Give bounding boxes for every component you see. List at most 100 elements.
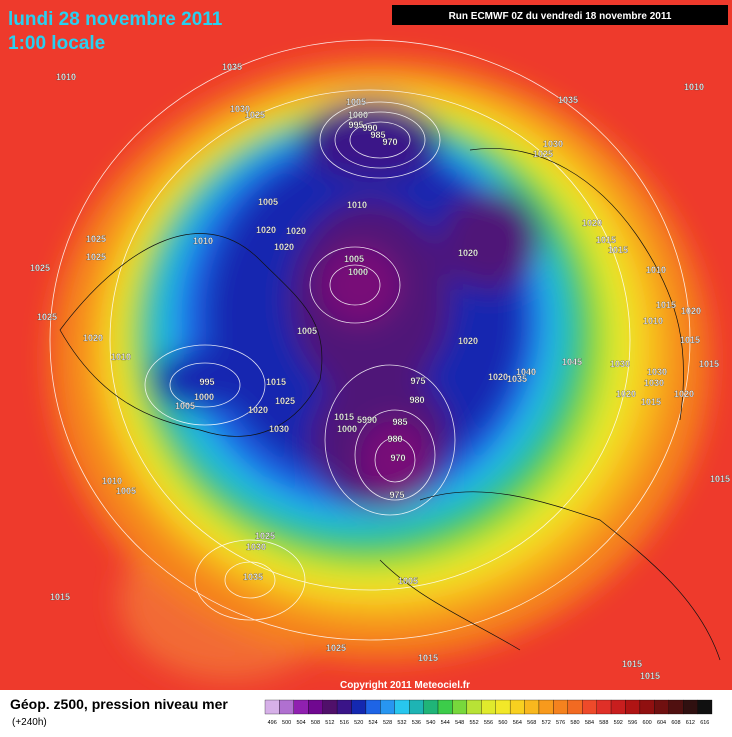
- legend-swatch: [279, 699, 294, 715]
- legend-swatch: [553, 699, 568, 715]
- pressure-label: 1025: [86, 252, 106, 262]
- pressure-label: 1015: [710, 474, 730, 484]
- legend-level: 560: [498, 720, 507, 726]
- pressure-label: 1015: [596, 235, 616, 245]
- run-banner: [392, 5, 728, 25]
- legend-level: 508: [311, 720, 320, 726]
- geopotential-field: [50, 60, 710, 680]
- legend-level: 572: [542, 720, 551, 726]
- legend-swatch: [654, 699, 669, 715]
- pressure-label: 1010: [56, 72, 76, 82]
- pressure-label: 1015: [699, 359, 719, 369]
- legend-swatch: [466, 699, 482, 715]
- pressure-label: 1005: [297, 326, 317, 336]
- legend: 496 500 504 508 512 516 520 524 528 532 536 540 544 5…: [264, 699, 713, 726]
- pressure-label: 1000: [348, 110, 368, 120]
- pressure-label: 1020: [458, 336, 478, 346]
- pressure-label: 1035: [558, 95, 578, 105]
- pressure-label: 1035: [243, 572, 263, 582]
- legend-level: 612: [686, 720, 695, 726]
- legend-swatch: [437, 699, 453, 715]
- pressure-label: 985: [370, 130, 385, 140]
- pressure-label: 1020: [83, 333, 103, 343]
- legend-level: 496: [268, 720, 277, 726]
- legend-swatch: [264, 699, 280, 715]
- legend-level: 604: [657, 720, 666, 726]
- legend-swatch: [293, 699, 309, 715]
- pressure-label: 970: [390, 453, 405, 463]
- pressure-label: 1010: [684, 82, 704, 92]
- pressure-label: 1000: [348, 267, 368, 277]
- legend-level: 500: [282, 720, 291, 726]
- pressure-label: 1015: [334, 412, 354, 422]
- pressure-label: 975: [389, 490, 404, 500]
- legend-level: 576: [556, 720, 565, 726]
- legend-level: 520: [354, 720, 363, 726]
- pressure-label: 1030: [610, 359, 630, 369]
- legend-level: 596: [628, 720, 637, 726]
- pressure-label: 1005: [346, 97, 366, 107]
- legend-swatch: [639, 699, 655, 715]
- pressure-label: 1015: [641, 397, 661, 407]
- pressure-label: 1005: [175, 401, 195, 411]
- pressure-label: 1020: [458, 248, 478, 258]
- pressure-label: 1010: [102, 476, 122, 486]
- pressure-label: 1010: [193, 236, 213, 246]
- legend-swatch: [336, 699, 352, 715]
- pressure-label: 985: [392, 417, 407, 427]
- pressure-label: 1045: [562, 357, 582, 367]
- legend-swatch: [596, 699, 612, 715]
- pressure-label: 1030: [246, 542, 266, 552]
- legend-swatch: [697, 699, 713, 715]
- legend-level: 552: [469, 720, 478, 726]
- legend-level: 512: [325, 720, 334, 726]
- legend-swatch: [365, 699, 381, 715]
- legend-swatch: [308, 699, 323, 715]
- pressure-label: 1020: [248, 405, 268, 415]
- pressure-label: 1025: [37, 312, 57, 322]
- pressure-label: 990: [362, 123, 377, 133]
- legend-level: 588: [599, 720, 608, 726]
- run-info: Run ECMWF 0Z du vendredi 18 novembre 201…: [449, 11, 672, 22]
- legend-swatch: [610, 699, 626, 715]
- legend-level: 580: [570, 720, 579, 726]
- pressure-label: 1025: [245, 110, 265, 120]
- legend-level: 556: [484, 720, 493, 726]
- pressure-label: 1015: [608, 245, 628, 255]
- pressure-label: 1010: [646, 265, 666, 275]
- pressure-label: 5990: [357, 415, 377, 425]
- legend-level: 548: [455, 720, 464, 726]
- legend-swatch: [351, 699, 367, 715]
- coastlines: [59, 148, 721, 661]
- pressure-label: 1030: [269, 424, 289, 434]
- legend-swatch: [509, 699, 525, 715]
- legend-swatch: [538, 699, 554, 715]
- legend-swatch: [625, 699, 641, 715]
- legend-swatch: [380, 699, 395, 715]
- copyright: Copyright 2011 Meteociel.fr: [340, 680, 470, 691]
- legend-swatch: [582, 699, 597, 715]
- pressure-label: 1010: [347, 200, 367, 210]
- legend-swatch: [668, 699, 684, 715]
- forecast-date: lundi 28 novembre 2011: [8, 9, 223, 30]
- legend-level: 528: [383, 720, 392, 726]
- pressure-label: 1015: [622, 659, 642, 669]
- pressure-label: 1015: [640, 671, 660, 681]
- pressure-label: 1020: [286, 226, 306, 236]
- pressure-label: 1020: [681, 306, 701, 316]
- pressure-labels: 1035101010301025100510009959909859701035…: [30, 62, 730, 681]
- pressure-label: 1005: [116, 486, 136, 496]
- pressure-label: 1025: [275, 396, 295, 406]
- pressure-label: 1010: [111, 352, 131, 362]
- legend-level: 568: [527, 720, 536, 726]
- pressure-label: 1030: [647, 367, 667, 377]
- pressure-label: 1040: [516, 367, 536, 377]
- legend-swatch: [524, 699, 540, 715]
- isobars: [49, 39, 691, 641]
- pressure-label: 995: [199, 377, 214, 387]
- pressure-label: 1020: [674, 389, 694, 399]
- legend-level: 616: [700, 720, 709, 726]
- pressure-label: 1030: [644, 378, 664, 388]
- legend-level: 608: [671, 720, 680, 726]
